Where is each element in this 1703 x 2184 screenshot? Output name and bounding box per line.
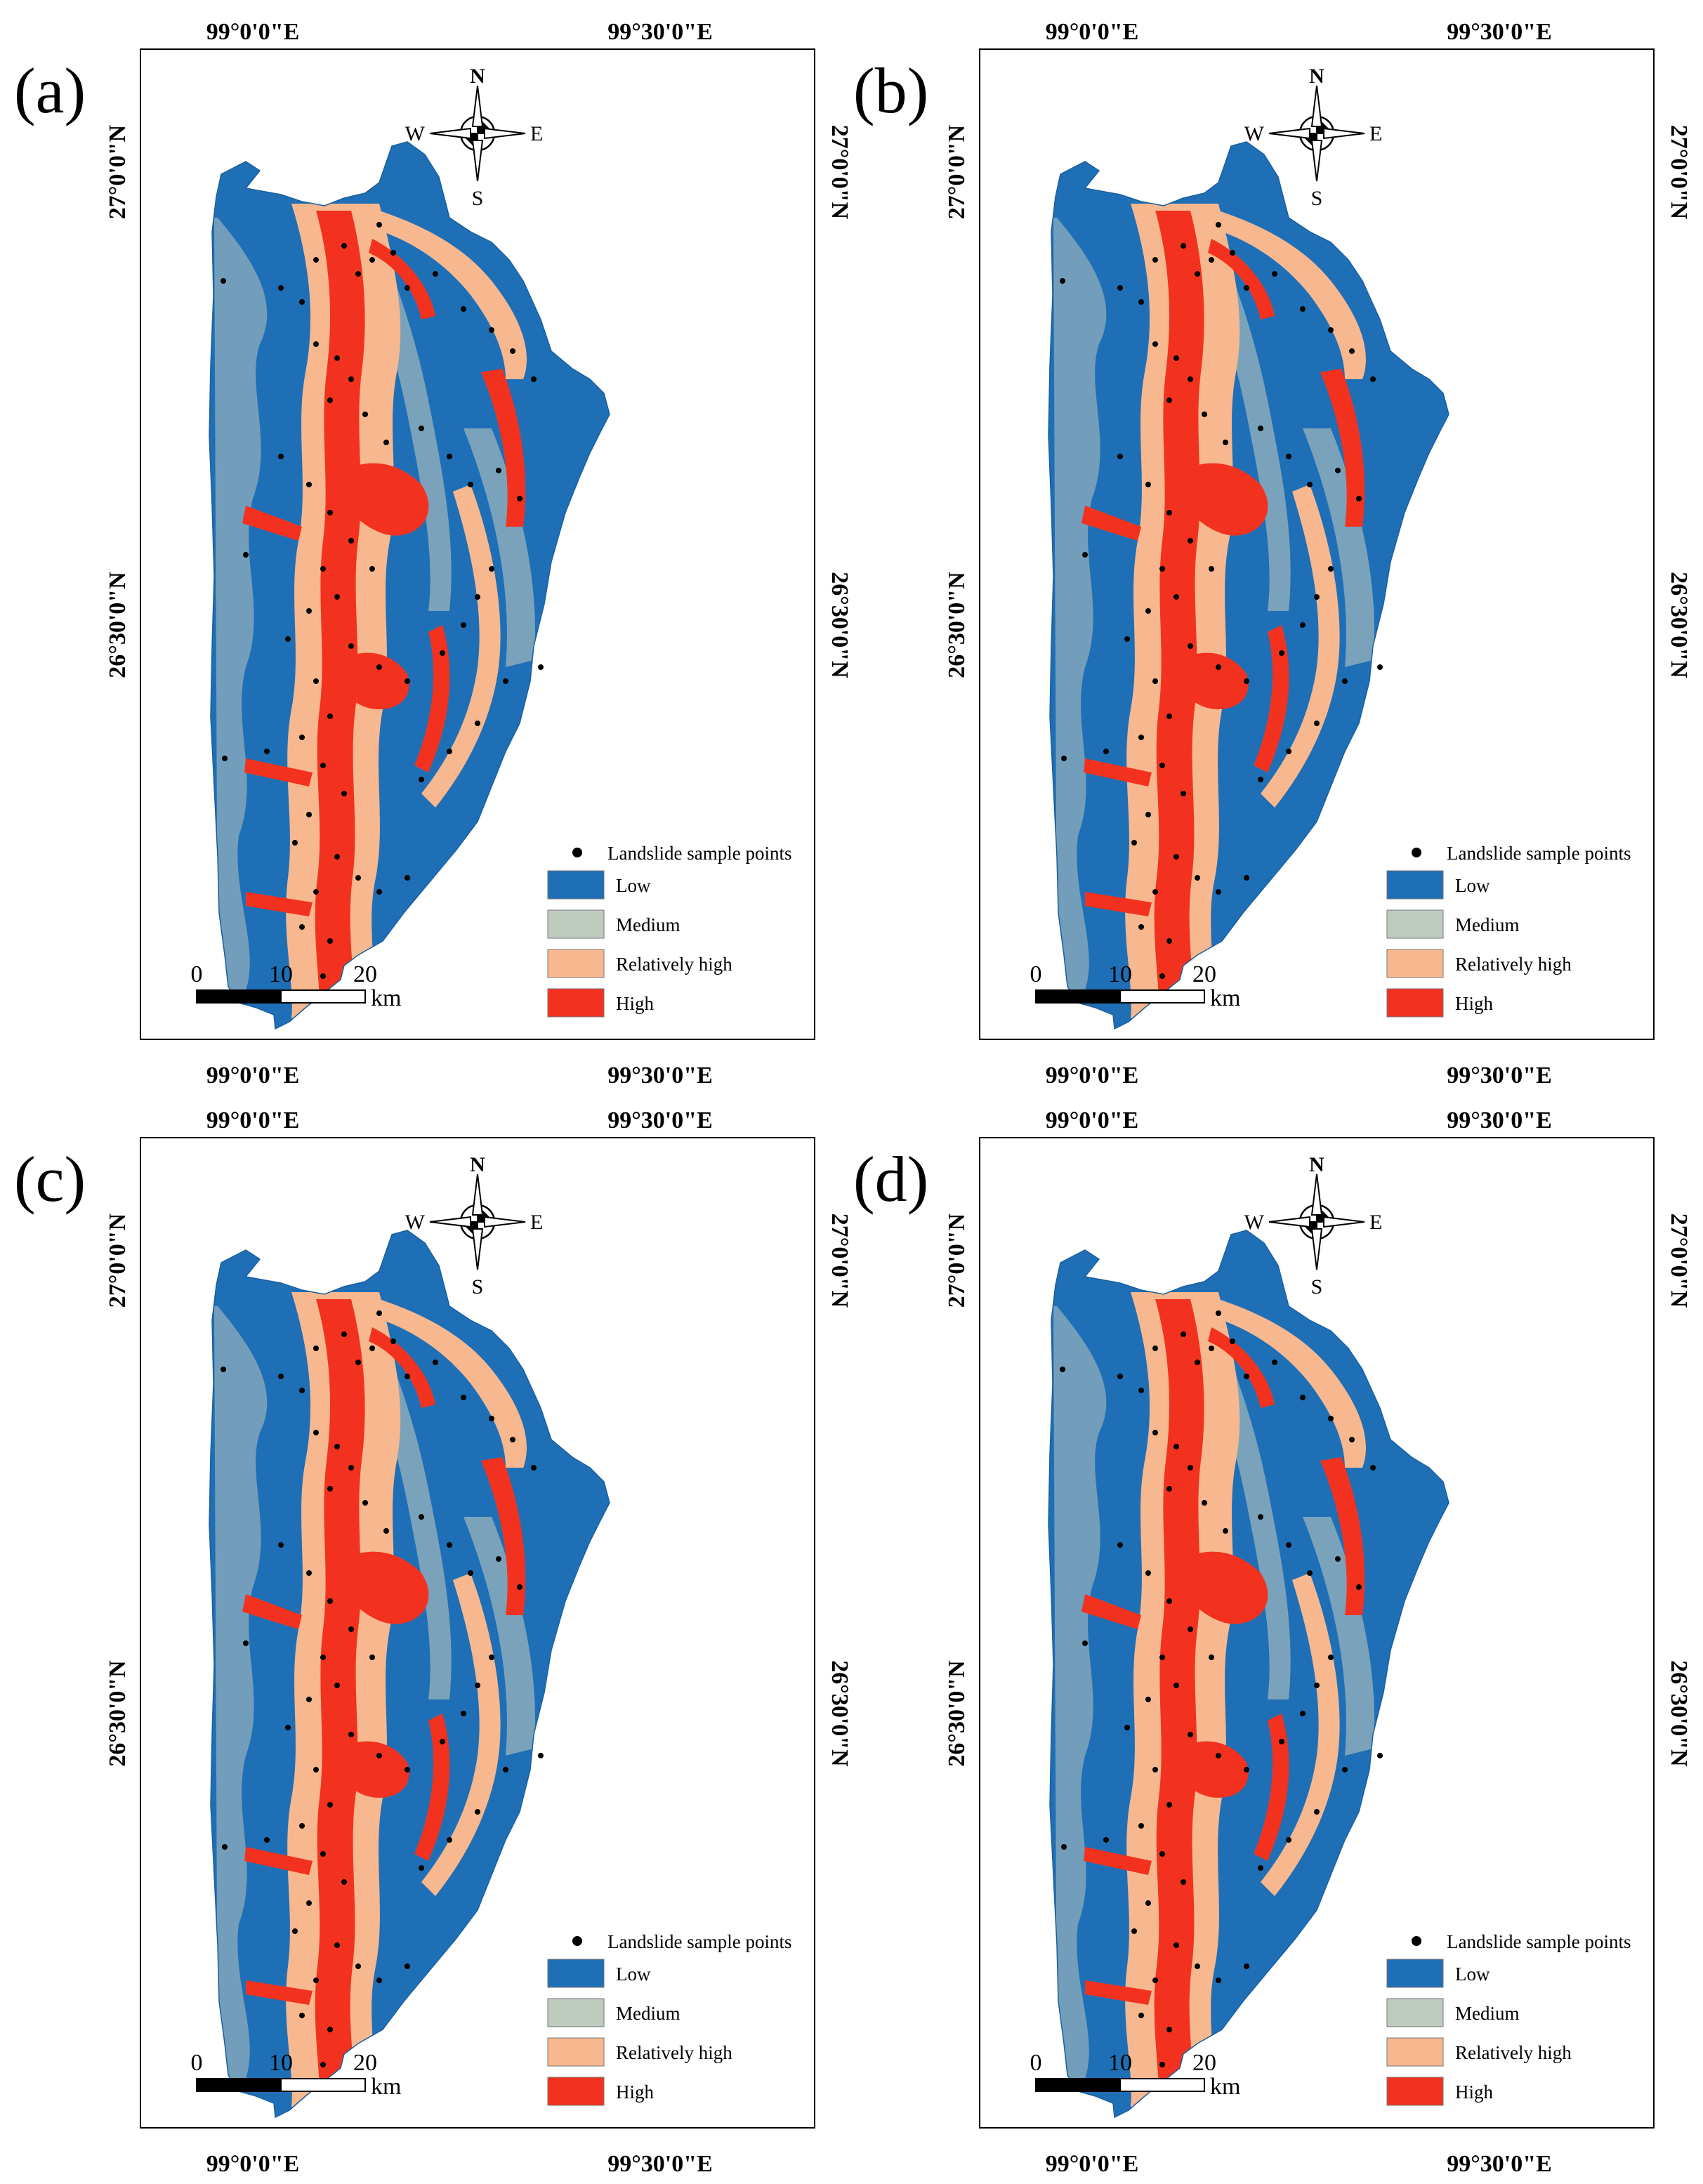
legend-high-label: High [616, 2081, 655, 2103]
panel-label-c: (c) [14, 1143, 86, 1215]
lat-right-top-d: 27°0'0"N [1666, 1213, 1692, 1308]
lon-bottom-right-d: 99°30'0"E [1447, 2151, 1552, 2177]
lon-top-right-a: 99°30'0"E [607, 19, 713, 45]
compass-south-label: S [1311, 187, 1323, 210]
lat-left-bottom-d: 26°30'0"N [944, 1660, 970, 1767]
compass-east-label: E [530, 122, 543, 145]
scale-unit: km [371, 985, 401, 1011]
compass-north-label: N [1309, 1153, 1324, 1176]
scale-tick-0: 0 [191, 961, 203, 987]
legend-relatively-high-label: Relatively high [1455, 954, 1572, 975]
panel-label-a: (a) [14, 55, 86, 126]
compass-east-label: E [1369, 1211, 1382, 1234]
lon-top-left-c: 99°0'0"E [206, 1107, 300, 1133]
scale-tick-20: 20 [1192, 2050, 1216, 2076]
lon-bottom-left-a: 99°0'0"E [206, 1063, 300, 1088]
scale-tick-20: 20 [353, 961, 377, 987]
panel-b: N S E W 0 10 20 km Landslide sample poin… [980, 49, 1654, 1039]
compass-east-label: E [1369, 122, 1382, 145]
lon-top-right-c: 99°30'0"E [607, 1107, 713, 1133]
legend-medium-label: Medium [616, 2003, 680, 2024]
panel-label-b: (b) [853, 55, 928, 126]
compass-north-label: N [1309, 65, 1324, 88]
legend-low-label: Low [616, 875, 651, 896]
legend-low-label: Low [616, 1963, 651, 1985]
panel-c: N S E W 0 10 20 km Landslide sample poin… [140, 1138, 815, 2128]
lon-bottom-left-b: 99°0'0"E [1046, 1063, 1139, 1088]
scale-unit: km [1210, 985, 1240, 1011]
legend-relatively-high-label: Relatively high [1455, 2042, 1572, 2063]
legend-low-label: Low [1455, 1963, 1490, 1985]
panel-d: N S E W 0 10 20 km Landslide sample poin… [980, 1138, 1654, 2128]
panel-a: N S E W 0 10 20 km Landslide sample poin… [140, 49, 815, 1039]
scale-tick-0: 0 [1030, 961, 1042, 987]
scale-tick-0: 0 [1030, 2050, 1042, 2076]
legend-medium-label: Medium [616, 914, 680, 935]
lon-bottom-left-c: 99°0'0"E [206, 2151, 300, 2177]
lat-right-top-b: 27°0'0"N [1666, 125, 1692, 220]
lat-right-bottom-a: 26°30'0"N [827, 572, 853, 678]
compass-east-label: E [530, 1211, 543, 1234]
compass-west-label: W [1244, 1211, 1265, 1234]
lat-left-bottom-b: 26°30'0"N [944, 572, 970, 678]
lat-left-bottom-c: 26°30'0"N [105, 1660, 131, 1767]
legend-high-label: High [1455, 2081, 1494, 2103]
compass-north-label: N [470, 1153, 485, 1176]
legend-points-label: Landslide sample points [607, 1931, 791, 1952]
scale-tick-10: 10 [1108, 2050, 1132, 2076]
lat-right-top-a: 27°0'0"N [827, 125, 853, 220]
lon-bottom-right-a: 99°30'0"E [607, 1063, 713, 1088]
compass-north-label: N [470, 65, 485, 88]
compass-west-label: W [405, 1211, 426, 1234]
lon-bottom-right-c: 99°30'0"E [607, 2151, 713, 2177]
lat-right-top-c: 27°0'0"N [827, 1213, 853, 1308]
lat-left-top-c: 27°0'0"N [105, 1213, 131, 1308]
lon-top-right-b: 99°30'0"E [1447, 19, 1552, 45]
compass-west-label: W [405, 122, 426, 145]
lon-top-right-d: 99°30'0"E [1447, 1107, 1552, 1133]
compass-west-label: W [1244, 122, 1265, 145]
scale-unit: km [371, 2074, 401, 2100]
lat-left-bottom-a: 26°30'0"N [105, 572, 131, 678]
legend-points-label: Landslide sample points [607, 843, 791, 864]
scale-tick-20: 20 [353, 2050, 377, 2076]
legend-relatively-high-label: Relatively high [616, 954, 732, 975]
lat-right-bottom-c: 26°30'0"N [827, 1660, 853, 1767]
scale-tick-10: 10 [269, 961, 293, 987]
scale-tick-10: 10 [269, 2050, 293, 2076]
legend-medium-label: Medium [1455, 2003, 1520, 2024]
compass-south-label: S [472, 1275, 484, 1298]
lon-top-left-d: 99°0'0"E [1046, 1107, 1139, 1133]
lon-bottom-right-b: 99°30'0"E [1447, 1063, 1552, 1088]
legend-high-label: High [616, 993, 655, 1014]
legend-relatively-high-label: Relatively high [616, 2042, 732, 2063]
lat-right-bottom-b: 26°30'0"N [1666, 572, 1692, 678]
lat-right-bottom-d: 26°30'0"N [1666, 1660, 1692, 1767]
lat-left-top-b: 27°0'0"N [944, 124, 970, 219]
compass-south-label: S [1311, 1275, 1323, 1298]
panel-label-d: (d) [853, 1143, 928, 1215]
compass-south-label: S [472, 187, 484, 210]
lon-top-left-a: 99°0'0"E [206, 19, 300, 45]
scale-tick-0: 0 [191, 2050, 203, 2076]
legend-points-label: Landslide sample points [1447, 843, 1631, 864]
scale-tick-10: 10 [1108, 961, 1132, 987]
lon-top-left-b: 99°0'0"E [1046, 19, 1139, 45]
lat-left-top-d: 27°0'0"N [944, 1213, 970, 1308]
legend-high-label: High [1455, 993, 1494, 1014]
legend-medium-label: Medium [1455, 914, 1520, 935]
lat-left-top-a: 27°0'0"N [105, 124, 131, 219]
scale-tick-20: 20 [1192, 961, 1216, 987]
lon-bottom-left-d: 99°0'0"E [1046, 2151, 1139, 2177]
legend-points-label: Landslide sample points [1447, 1931, 1631, 1952]
scale-unit: km [1210, 2074, 1240, 2100]
legend-low-label: Low [1455, 875, 1490, 896]
